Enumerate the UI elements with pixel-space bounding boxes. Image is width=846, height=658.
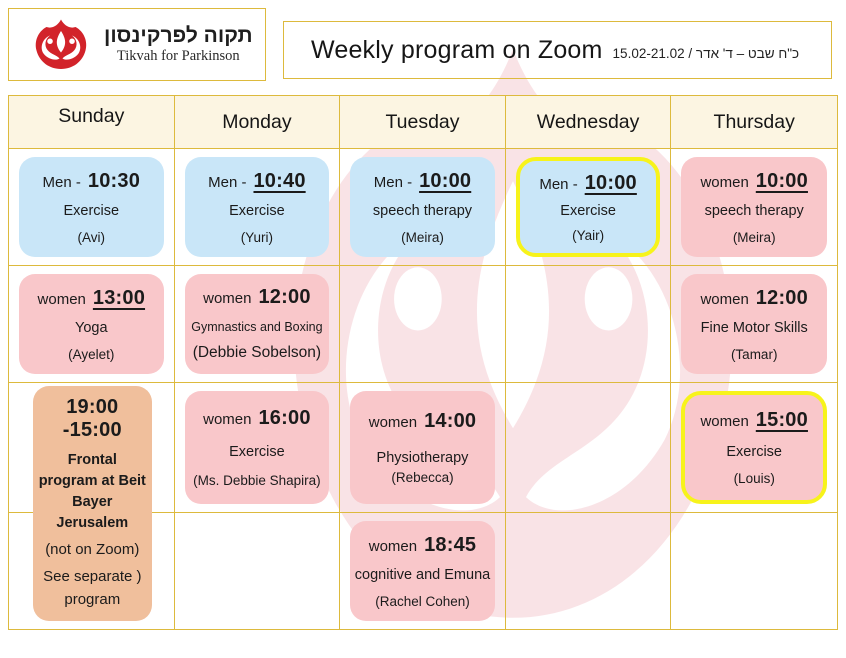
session-time: 10:30 xyxy=(87,169,141,192)
session-activity: speech therapy xyxy=(372,203,473,219)
session-time: 13:00 xyxy=(92,286,146,309)
session-time: 10:00 xyxy=(755,169,808,192)
empty-cell xyxy=(506,513,672,629)
session-activity: Exercise xyxy=(229,443,285,460)
date-range: 15.02-21.02 / כ"ח שבט – ד' אדר xyxy=(612,45,800,61)
session-label: Men - xyxy=(373,173,413,191)
session-instructor: (Ms. Debbie Shapira) xyxy=(193,473,321,489)
logo: תקוה לפרקינסון Tikvah for Parkinson xyxy=(8,8,266,81)
title-box: Weekly program on Zoom 15.02-21.02 / כ"ח… xyxy=(283,21,832,79)
logo-hebrew-name: תקוה לפרקינסון xyxy=(104,23,253,47)
cell-sun-r3: 19:00 -15:00 Frontal program at Beit Bay… xyxy=(9,383,175,621)
session-activity: Exercise xyxy=(229,203,285,219)
session-label: women xyxy=(37,290,86,308)
empty-cell xyxy=(9,513,175,629)
session-instructor: (Louis) xyxy=(733,471,775,487)
session-time: 18:45 xyxy=(424,533,477,556)
session-activity: Gymnastics and Boxing xyxy=(191,319,323,334)
cell-wed-r1: Men - 10:00 Exercise (Yair) xyxy=(505,149,672,266)
cell-tue-r3: women 14:00 Physiotherapy (Rebecca) xyxy=(340,383,506,513)
weekly-schedule-table: Sunday Monday Tuesday Wednesday Thursday… xyxy=(8,95,838,630)
cell-thu-r1: women 10:00 speech therapy (Meira) xyxy=(671,149,837,266)
session-note: See separate ) program xyxy=(43,568,142,608)
session-instructor: (Meira) xyxy=(401,229,444,245)
session-label: women xyxy=(368,537,418,555)
day-header-wednesday: Wednesday xyxy=(505,96,672,149)
session-time: 10:40 xyxy=(253,169,306,192)
empty-cell xyxy=(505,383,672,513)
empty-cell xyxy=(340,266,506,383)
day-header-tuesday: Tuesday xyxy=(340,96,506,149)
session-instructor: (Yair) xyxy=(572,227,605,243)
card-wed-men-exercise-highlighted: Men - 10:00 Exercise (Yair) xyxy=(515,157,661,257)
session-label: women xyxy=(203,410,252,428)
session-instructor: (Yuri) xyxy=(240,229,274,245)
page-title: Weekly program on Zoom xyxy=(311,35,603,64)
session-time: 12:00 xyxy=(258,286,311,309)
session-instructor: (Debbie Sobelson) xyxy=(192,343,322,361)
session-time: 12:00 xyxy=(755,286,808,309)
cell-thu-r3: women 15:00 Exercise (Louis) xyxy=(671,383,837,513)
session-label: women xyxy=(700,412,749,430)
session-time: 19:00 -15:00 xyxy=(62,395,122,441)
card-tue-women-cognitive: women 18:45 cognitive and Emuna (Rachel C… xyxy=(350,521,495,621)
session-activity: speech therapy xyxy=(704,203,804,219)
session-activity: Yoga xyxy=(75,320,108,336)
card-thu-women-speech: women 10:00 speech therapy (Meira) xyxy=(681,157,827,257)
session-activity: Fine Motor Skills xyxy=(700,320,808,336)
session-instructor: (Meira) xyxy=(732,229,776,245)
session-activity: Exercise xyxy=(63,203,120,219)
session-label: women xyxy=(700,173,749,191)
session-time: 10:00 xyxy=(419,169,472,192)
session-label: Men - xyxy=(42,173,81,191)
session-activity: Exercise xyxy=(560,203,616,219)
card-mon-women-gymnastics: women 12:00 Gymnastics and Boxing (Debbie… xyxy=(184,274,330,374)
cell-thu-r2: women 12:00 Fine Motor Skills (Tamar) xyxy=(671,266,837,383)
card-mon-women-exercise: women 16:00 Exercise (Ms. Debbie Shapira) xyxy=(184,391,330,504)
session-time: 14:00 xyxy=(424,410,477,432)
session-activity: Exercise xyxy=(726,443,782,460)
card-mon-men-exercise: Men - 10:40 Exercise (Yuri) xyxy=(184,157,330,257)
session-time: 10:00 xyxy=(584,171,637,194)
session-label: women xyxy=(700,290,749,308)
logo-english-name: Tikvah for Parkinson xyxy=(116,47,240,64)
session-activity: Frontal program at Beit Bayer Jerusalem xyxy=(38,451,146,531)
session-label: women xyxy=(368,414,418,431)
day-header-monday: Monday xyxy=(174,96,341,149)
session-note: (not on Zoom) xyxy=(45,541,140,559)
card-sun-frontal-program: 19:00 -15:00 Frontal program at Beit Bay… xyxy=(33,386,152,621)
session-activity: Physiotherapy xyxy=(376,450,469,466)
card-sun-women-yoga: women 13:00 Yoga (Ayelet) xyxy=(19,274,164,374)
session-label: Men - xyxy=(208,173,247,191)
card-sun-men-exercise: Men - 10:30 Exercise (Avi) xyxy=(19,157,164,257)
cell-mon-r1: Men - 10:40 Exercise (Yuri) xyxy=(174,149,341,266)
empty-cell xyxy=(175,513,341,629)
session-time: 16:00 xyxy=(258,406,311,429)
session-label: women xyxy=(203,290,252,308)
session-instructor: (Ayelet) xyxy=(68,346,115,362)
session-instructor: (Tamar) xyxy=(730,346,778,362)
day-header-sunday: Sunday xyxy=(9,96,175,149)
cell-sun-r2: women 13:00 Yoga (Ayelet) xyxy=(9,266,175,383)
cell-tue-r1: Men - 10:00 speech therapy (Meira) xyxy=(340,149,506,266)
cell-mon-r3: women 16:00 Exercise (Ms. Debbie Shapira) xyxy=(174,383,341,513)
session-label: Men - xyxy=(539,175,578,193)
empty-cell xyxy=(505,266,672,383)
day-header-thursday: Thursday xyxy=(671,96,837,149)
session-instructor: (Rachel Cohen) xyxy=(375,593,470,609)
cell-sun-r1: Men - 10:30 Exercise (Avi) xyxy=(9,149,175,266)
empty-cell xyxy=(671,513,837,629)
card-tue-women-physiotherapy: women 14:00 Physiotherapy (Rebecca) xyxy=(350,391,495,504)
card-thu-women-exercise-highlighted: women 15:00 Exercise (Louis) xyxy=(681,391,827,504)
card-tue-men-speech: Men - 10:00 speech therapy (Meira) xyxy=(350,157,495,257)
cell-tue-r4: women 18:45 cognitive and Emuna (Rachel C… xyxy=(340,513,506,629)
card-thu-women-fine-motor: women 12:00 Fine Motor Skills (Tamar) xyxy=(681,274,827,374)
session-instructor: (Avi) xyxy=(77,229,106,245)
session-time: 15:00 xyxy=(755,408,808,431)
session-activity: cognitive and Emuna xyxy=(354,567,491,583)
cell-mon-r2: women 12:00 Gymnastics and Boxing (Debbie… xyxy=(174,266,341,383)
tulip-logo-icon xyxy=(35,19,87,69)
session-instructor: (Rebecca) xyxy=(391,470,454,485)
